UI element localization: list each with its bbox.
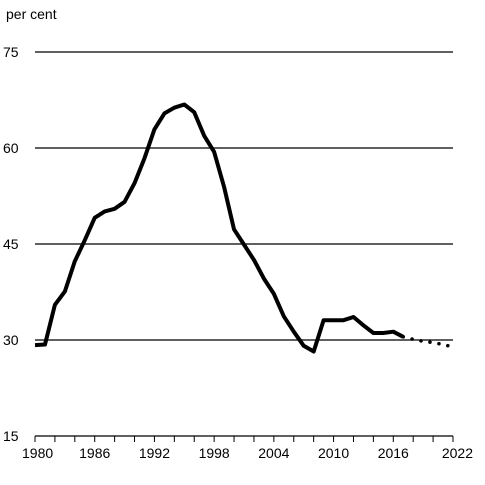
y-tick-label-45: 45 [3, 236, 19, 252]
projection-line-dotted [401, 335, 455, 349]
x-tick-label-2022: 2022 [442, 445, 473, 461]
y-tick-label-15: 15 [3, 428, 19, 444]
x-tick-label-1998: 1998 [199, 445, 230, 461]
x-tick-label-1980: 1980 [22, 445, 53, 461]
x-axis: 1980 1986 1992 1998 2004 2010 2016 2022 [22, 435, 473, 461]
y-axis-unit-label: per cent [6, 6, 57, 22]
x-tick-label-1986: 1986 [79, 445, 110, 461]
y-tick-label-30: 30 [3, 332, 19, 348]
series-lines [34, 102, 455, 354]
x-tick-label-2010: 2010 [318, 445, 349, 461]
x-tick-label-2004: 2004 [258, 445, 289, 461]
x-tick-label-1992: 1992 [139, 445, 170, 461]
historical-line-solid [34, 102, 405, 354]
y-axis-ticks: 15 30 45 60 75 [3, 44, 19, 444]
gridlines [35, 51, 453, 341]
y-tick-label-60: 60 [3, 140, 19, 156]
y-tick-label-75: 75 [3, 44, 19, 60]
x-tick-label-2016: 2016 [378, 445, 409, 461]
